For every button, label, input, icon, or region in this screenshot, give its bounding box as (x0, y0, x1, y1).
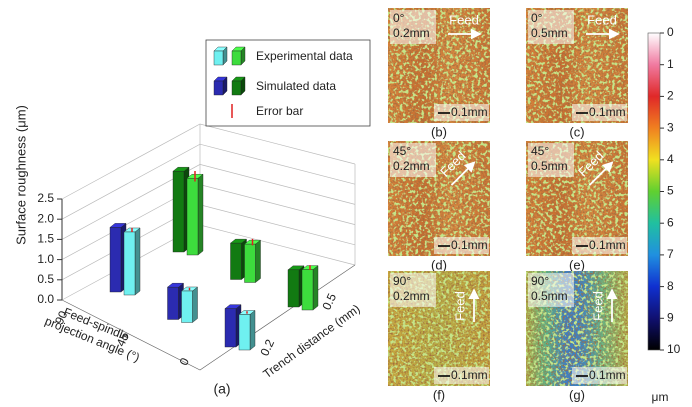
scale-label: 0.1mm (451, 238, 488, 252)
y-tick-label: 1.0 (37, 252, 54, 266)
scale-label: 0.1mm (589, 368, 626, 382)
panel-label: (c) (569, 124, 584, 139)
distance-label: 0.5mm (531, 289, 568, 303)
figure: Surface roughness (μm) Feed-spindle proj… (0, 0, 692, 407)
bar-side (193, 287, 198, 323)
scale-label: 0.1mm (589, 105, 626, 119)
legend-label: Experimental data (256, 49, 353, 63)
distance-label: 0.2mm (393, 159, 430, 173)
panel-label: (e) (569, 257, 585, 272)
scale-label: 0.1mm (451, 105, 488, 119)
legend-swatch (214, 81, 223, 95)
legend-swatch (232, 81, 241, 95)
y-tick-label: 0.0 (37, 292, 54, 306)
panel-label: (d) (431, 257, 447, 272)
colorbar-tick-label: 6 (667, 215, 674, 229)
panel-label: (b) (431, 124, 447, 139)
legend-label: Simulated data (256, 79, 336, 93)
y-tick-label: 0.5 (37, 272, 54, 286)
z-axis-label: Trench distance (mm) (260, 301, 362, 381)
bar (245, 244, 256, 282)
bar-side (250, 310, 255, 350)
distance-label: 0.5mm (531, 26, 568, 40)
distance-label: 0.2mm (393, 26, 430, 40)
grid-line (62, 144, 355, 219)
angle-label: 90° (531, 274, 549, 288)
bar (231, 243, 242, 279)
bar (173, 171, 184, 252)
colorbar-tick-label: 2 (667, 89, 674, 103)
y-axis-label: Surface roughness (μm) (13, 105, 28, 245)
panel-label: (f) (433, 387, 445, 402)
bar-side (135, 228, 140, 295)
bar (239, 314, 250, 350)
bar-side (313, 266, 318, 310)
bar (124, 232, 135, 295)
z-tick-label: 0.5 (319, 291, 339, 312)
scale-label: 0.1mm (451, 368, 488, 382)
colorbar-tick-label: 7 (667, 247, 674, 261)
grid-line (62, 185, 355, 260)
grid-line (62, 164, 355, 239)
bar (110, 227, 121, 292)
y-tick-label: 1.5 (37, 232, 54, 246)
legend-swatch (232, 51, 241, 65)
feed-label: Feed (587, 12, 617, 27)
angle-label: 0° (393, 11, 405, 25)
y-tick-label: 2.5 (37, 191, 54, 205)
z-tick-label: 0.2 (257, 337, 277, 358)
panel-label: (g) (569, 387, 585, 402)
bar-chart: Surface roughness (μm) Feed-spindle proj… (13, 105, 362, 397)
x-tick-label: 0 (176, 355, 192, 367)
bar (187, 178, 198, 255)
angle-label: 0° (531, 11, 543, 25)
angle-label: 45° (531, 144, 549, 158)
colorbar-tick-label: 10 (667, 342, 681, 356)
distance-label: 0.5mm (531, 159, 568, 173)
legend: Experimental data Simulated data Error bar (206, 40, 370, 126)
bar (302, 270, 313, 310)
bar (288, 270, 299, 307)
feed-label: Feed (449, 12, 479, 27)
grid-line (62, 124, 355, 199)
scale-label: 0.1mm (589, 238, 626, 252)
legend-label: Error bar (256, 104, 303, 118)
panel-label: (a) (213, 381, 230, 397)
colorbar-tick-label: 3 (667, 120, 674, 134)
colorbar-tick-label: 4 (667, 152, 674, 166)
bar-side (256, 240, 261, 282)
colorbar-tick-label: 0 (667, 25, 674, 39)
micrographs: 0°0.2mmFeed0.1mm(b)0°0.5mmFeed0.1mm(c)45… (388, 8, 628, 402)
colorbar-gradient (648, 33, 660, 350)
bar-side (198, 174, 203, 255)
feed-label: Feed (452, 291, 467, 321)
colorbar-tick-label: 8 (667, 279, 674, 293)
y-tick-label: 2.0 (37, 211, 54, 225)
colorbar-tick-label: 5 (667, 184, 674, 198)
bar (182, 291, 193, 323)
colorbar: 0 1 2 3 4 5 6 7 8 9 10 μm (648, 25, 681, 404)
distance-label: 0.2mm (393, 289, 430, 303)
colorbar-tick-label: 1 (667, 57, 674, 71)
colorbar-unit: μm (652, 390, 669, 404)
colorbar-tick-label: 9 (667, 310, 674, 324)
bar (225, 309, 236, 347)
angle-label: 90° (393, 274, 411, 288)
feed-label: Feed (590, 291, 605, 321)
bar (168, 287, 179, 319)
angle-label: 45° (393, 144, 411, 158)
legend-swatch (214, 51, 223, 65)
